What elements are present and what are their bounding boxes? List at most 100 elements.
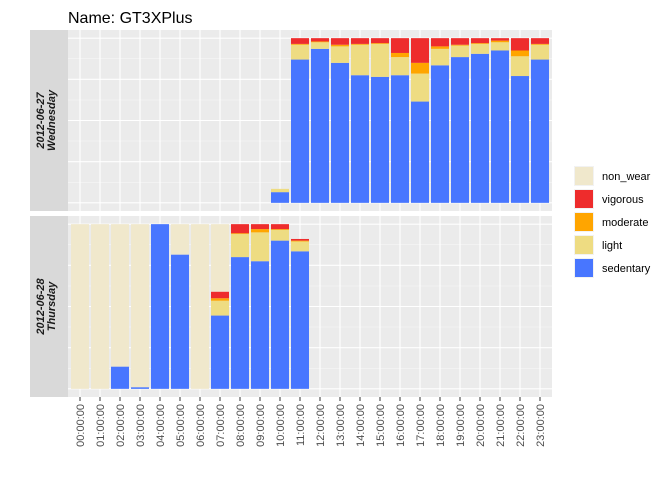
- x-tick-label: 13:00:00: [335, 404, 347, 447]
- bar-segment-sedentary: [271, 192, 289, 203]
- legend-swatch: [575, 190, 593, 208]
- bar-segment-light: [491, 42, 509, 51]
- x-tick-label: 06:00:00: [195, 404, 207, 447]
- bar-segment-sedentary: [511, 76, 529, 203]
- bar-segment-light: [271, 229, 289, 241]
- facet-strip: [30, 216, 68, 397]
- chart-title: Name: GT3XPlus: [68, 10, 192, 27]
- bar-segment-vigorous: [431, 38, 449, 47]
- bar-segment-light: [471, 43, 489, 54]
- legend-swatch: [575, 167, 593, 185]
- bar-segment-vigorous: [231, 224, 249, 234]
- facet-weekday-label: Thursday: [46, 281, 58, 331]
- legend-swatch: [575, 259, 593, 277]
- facet-panel: 2012-06-28 Thursday: [30, 216, 552, 397]
- bar-segment-sedentary: [211, 315, 229, 389]
- x-tick-label: 16:00:00: [395, 404, 407, 447]
- bar-segment-sedentary: [111, 366, 129, 389]
- x-tick-label: 11:00:00: [295, 404, 307, 446]
- bar-segment-non-wear: [111, 224, 129, 367]
- bar-segment-sedentary: [171, 254, 189, 389]
- legend-item-moderate: moderate: [574, 212, 648, 232]
- x-tick-label: 09:00:00: [255, 404, 267, 447]
- x-tick-label: 01:00:00: [95, 404, 107, 447]
- bar-segment-sedentary: [371, 76, 389, 203]
- x-tick-label: 04:00:00: [155, 404, 167, 447]
- bar-segment-moderate: [471, 43, 489, 44]
- bar-segment-vigorous: [451, 38, 469, 45]
- bar-segment-light: [431, 48, 449, 66]
- bar-segment-light: [311, 42, 329, 49]
- bar-segment-moderate: [411, 62, 429, 74]
- bar-segment-moderate: [351, 43, 369, 45]
- x-tick-label: 00:00:00: [75, 404, 87, 447]
- bar-segment-moderate: [311, 41, 329, 43]
- bar-segment-moderate: [511, 50, 529, 57]
- bar-segment-vigorous: [471, 38, 489, 44]
- bar-segment-light: [211, 300, 229, 316]
- legend-label: non_wear: [602, 171, 651, 183]
- x-tick-label: 02:00:00: [115, 404, 127, 447]
- legend-item-sedentary: sedentary: [574, 258, 651, 278]
- bar-segment-moderate: [231, 233, 249, 235]
- legend: non_wear vigorous moderate light sedentary: [574, 166, 651, 278]
- bar-segment-sedentary: [491, 50, 509, 203]
- bar-segment-moderate: [331, 44, 349, 47]
- bar-segment-moderate: [211, 298, 229, 301]
- bar-segment-light: [351, 44, 369, 76]
- x-tick-label: 08:00:00: [235, 404, 247, 447]
- facet-date-label: 2012-06-27: [35, 91, 47, 149]
- bar-segment-vigorous: [491, 38, 509, 41]
- x-tick-label: 17:00:00: [415, 404, 427, 447]
- bar-segment-vigorous: [291, 238, 309, 241]
- bar-segment-light: [371, 43, 389, 77]
- bar-segment-moderate: [391, 52, 409, 58]
- x-tick-label: 19:00:00: [455, 404, 467, 447]
- x-tick-label: 15:00:00: [375, 404, 387, 447]
- x-tick-label: 22:00:00: [515, 404, 527, 447]
- bar-segment-sedentary: [291, 251, 309, 389]
- bar-segment-non-wear: [71, 224, 89, 389]
- bar-segment-non-wear: [131, 224, 149, 388]
- bar-segment-sedentary: [231, 257, 249, 389]
- bar-segment-sedentary: [271, 240, 289, 389]
- bar-segment-light: [411, 73, 429, 102]
- bar-segment-light: [291, 44, 309, 60]
- bar-segment-vigorous: [371, 38, 389, 44]
- bar-segment-light: [231, 234, 249, 258]
- bar-segment-sedentary: [451, 57, 469, 203]
- x-tick-label: 12:00:00: [315, 404, 327, 447]
- facet-panel: 2012-06-27 Wednesday: [30, 30, 552, 211]
- bar-segment-vigorous: [211, 291, 229, 299]
- x-tick-label: 23:00:00: [535, 404, 547, 447]
- bar-segment-sedentary: [411, 101, 429, 203]
- bar-segment-sedentary: [331, 62, 349, 203]
- bar-segment-sedentary: [531, 59, 549, 203]
- bar-segment-light: [391, 57, 409, 76]
- bar-segment-moderate: [451, 44, 469, 46]
- bar-segment-vigorous: [391, 38, 409, 53]
- bar-segment-non-wear: [211, 224, 229, 292]
- bar-segment-non-wear: [171, 224, 189, 255]
- bar-segment-vigorous: [511, 38, 529, 51]
- x-tick-label: 10:00:00: [275, 404, 287, 447]
- bar-segment-light: [451, 45, 469, 58]
- legend-label: sedentary: [602, 263, 651, 275]
- facet-date-label: 2012-06-28: [35, 277, 47, 335]
- legend-item-non-wear: non_wear: [574, 166, 651, 186]
- x-tick-label: 21:00:00: [495, 404, 507, 447]
- bar-segment-vigorous: [331, 38, 349, 45]
- bar-segment-light: [511, 56, 529, 77]
- bar-segment-sedentary: [431, 65, 449, 203]
- x-tick-label: 07:00:00: [215, 404, 227, 447]
- facet-weekday-label: Wednesday: [46, 89, 58, 151]
- legend-item-light: light: [574, 235, 622, 255]
- bar-segment-light: [331, 46, 349, 63]
- facet-strip: [30, 30, 68, 211]
- bar-segment-moderate: [371, 43, 389, 44]
- bar-segment-vigorous: [411, 38, 429, 63]
- bar-segment-sedentary: [291, 59, 309, 203]
- bar-segment-moderate: [291, 240, 309, 242]
